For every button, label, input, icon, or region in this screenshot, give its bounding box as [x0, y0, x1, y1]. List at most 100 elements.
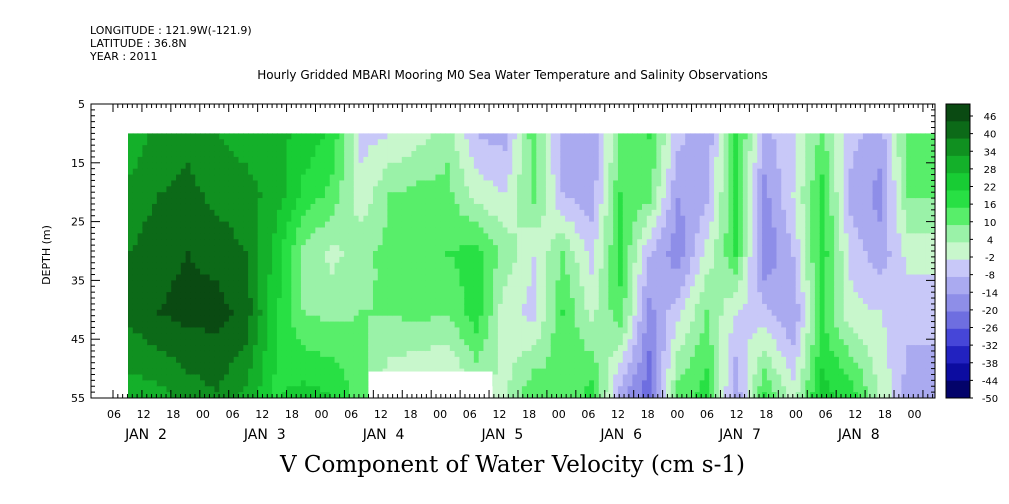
heatmap-cell [248, 262, 254, 270]
heatmap-cell [233, 186, 240, 193]
heatmap-cell [353, 203, 360, 211]
heatmap-cell [276, 156, 283, 164]
heatmap-cell [593, 227, 600, 234]
heatmap-cell [152, 245, 158, 252]
heatmap-cell [257, 280, 264, 287]
heatmap-cell [353, 174, 360, 182]
heatmap-cell [296, 227, 302, 234]
heatmap-cell [195, 356, 201, 364]
heatmap-cell [617, 268, 624, 276]
heatmap-cell [449, 180, 456, 187]
heatmap-cell [137, 151, 144, 158]
heatmap-cell [454, 333, 461, 340]
heatmap-cell [497, 362, 504, 370]
heatmap-cell [233, 333, 240, 340]
heatmap-cell [195, 139, 201, 146]
heatmap-cell [651, 203, 657, 211]
heatmap-cell [603, 292, 609, 299]
heatmap-cell [637, 309, 643, 317]
heatmap-cell [286, 327, 292, 334]
heatmap-cell [257, 233, 264, 240]
heatmap-cell [180, 350, 187, 358]
heatmap-cell [300, 386, 307, 393]
heatmap-cell [637, 174, 643, 182]
heatmap-cell [185, 215, 192, 223]
heatmap-cell [526, 233, 533, 240]
heatmap-cell [502, 292, 509, 299]
heatmap-cell [387, 156, 393, 164]
heatmap-cell [406, 286, 413, 293]
heatmap-cell [469, 139, 475, 146]
heatmap-cell [190, 215, 196, 223]
heatmap-cell [176, 298, 182, 305]
heatmap-cell [627, 209, 633, 217]
heatmap-cell [545, 362, 552, 370]
heatmap-cell [445, 233, 451, 240]
heatmap-cell [353, 380, 360, 387]
heatmap-cell [637, 362, 643, 370]
heatmap-cell [224, 245, 230, 252]
heatmap-cell [603, 321, 609, 329]
heatmap-cell [233, 139, 240, 146]
heatmap-cell [276, 292, 283, 299]
heatmap-cell [565, 198, 571, 205]
heatmap-cell [300, 339, 307, 346]
heatmap-cell [190, 368, 196, 376]
heatmap-cell [411, 174, 417, 182]
heatmap-cell [228, 380, 235, 387]
heatmap-cell [541, 215, 547, 223]
heatmap-cell [603, 303, 609, 311]
heatmap-cell [589, 286, 595, 293]
heatmap-cell [406, 203, 413, 211]
heatmap-cell [632, 245, 638, 252]
heatmap-cell [603, 186, 609, 193]
heatmap-cell [257, 274, 264, 281]
heatmap-cell [646, 362, 653, 370]
heatmap-cell [478, 333, 485, 340]
heatmap-cell [161, 198, 168, 205]
heatmap-cell [238, 274, 244, 281]
heatmap-cell [617, 392, 624, 398]
heatmap-cell [228, 174, 235, 182]
heatmap-cell [521, 386, 528, 393]
heatmap-cell [473, 268, 480, 276]
heatmap-cell [272, 151, 278, 158]
heatmap-cell [440, 362, 446, 370]
heatmap-cell [622, 321, 629, 329]
heatmap-cell [272, 345, 278, 352]
heatmap-cell [416, 198, 422, 205]
heatmap-cell [521, 280, 528, 287]
heatmap-cell [555, 227, 561, 234]
heatmap-cell [204, 292, 211, 299]
heatmap-cell [276, 345, 283, 352]
heatmap-cell [531, 321, 537, 329]
heatmap-cell [248, 380, 254, 387]
heatmap-cell [560, 227, 566, 234]
heatmap-cell [555, 221, 561, 229]
heatmap-cell [276, 333, 283, 340]
heatmap-cell [574, 139, 581, 146]
heatmap-cell [464, 221, 470, 229]
heatmap-cell [200, 315, 206, 323]
heatmap-cell [200, 198, 206, 205]
heatmap-cell [305, 374, 312, 381]
heatmap-cell [372, 268, 379, 276]
heatmap-cell [272, 392, 278, 398]
heatmap-cell [589, 151, 595, 158]
heatmap-cell [406, 268, 413, 276]
heatmap-cell [296, 203, 302, 211]
heatmap-cell [233, 256, 240, 264]
heatmap-cell [488, 262, 494, 270]
heatmap-cell [656, 333, 662, 340]
heatmap-cell [291, 256, 297, 264]
heatmap-cell [339, 262, 345, 270]
heatmap-cell [536, 298, 542, 305]
heatmap-cell [267, 168, 273, 176]
heatmap-cell [339, 286, 345, 293]
heatmap-cell [459, 321, 465, 329]
heatmap-cell [560, 251, 566, 258]
heatmap-cell [560, 133, 566, 140]
heatmap-cell [128, 221, 134, 229]
heatmap-cell [382, 139, 388, 146]
heatmap-cell [392, 292, 398, 299]
